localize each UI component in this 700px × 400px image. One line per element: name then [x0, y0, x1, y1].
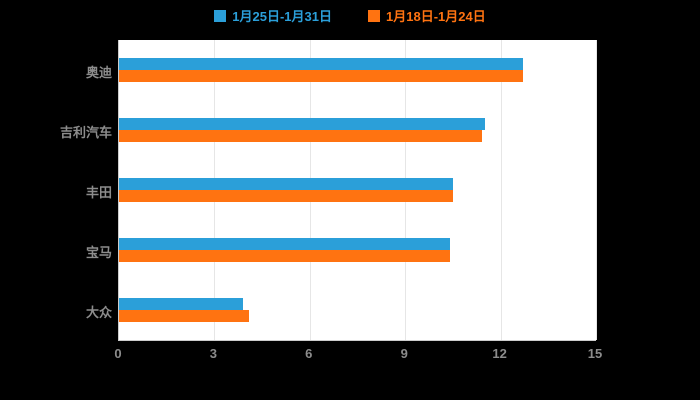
- category-label-4: 大众: [85, 305, 112, 320]
- bar-吉利汽车-series-1: [119, 130, 482, 142]
- legend-marker-icon: [368, 9, 380, 22]
- legend-item-1[interactable]: 1月18日-1月24日: [368, 6, 486, 25]
- bar-大众-series-0: [119, 298, 244, 310]
- legend-label: 1月18日-1月24日: [386, 9, 486, 24]
- category-label-0: 奥迪: [85, 65, 112, 80]
- category-label-1: 吉利汽车: [59, 125, 112, 140]
- bar-宝马-series-1: [119, 250, 450, 262]
- bar-丰田-series-0: [119, 178, 453, 190]
- bar-丰田-series-1: [119, 190, 453, 202]
- x-tick-label-1: 3: [209, 346, 217, 361]
- category-label-2: 丰田: [85, 185, 112, 200]
- chart-legend: 1月25日-1月31日 1月18日-1月24日: [0, 6, 700, 25]
- legend-item-0[interactable]: 1月25日-1月31日: [214, 6, 332, 25]
- gridline: [596, 40, 597, 340]
- bar-宝马-series-0: [119, 238, 450, 250]
- x-tick-label-0: 0: [114, 346, 122, 361]
- bar-奥迪-series-1: [119, 70, 523, 82]
- x-tick-label-2: 6: [305, 346, 313, 361]
- bar-奥迪-series-0: [119, 58, 523, 70]
- x-tick-label-5: 15: [587, 346, 603, 361]
- category-label-3: 宝马: [85, 245, 112, 260]
- legend-marker-icon: [214, 9, 227, 22]
- legend-label: 1月25日-1月31日: [232, 9, 332, 24]
- bar-大众-series-1: [119, 310, 250, 322]
- bar-吉利汽车-series-0: [119, 118, 485, 130]
- x-tick-label-3: 9: [400, 346, 408, 361]
- gridline: [500, 40, 502, 340]
- x-tick-label-4: 12: [492, 346, 507, 361]
- plot-area: [118, 40, 597, 341]
